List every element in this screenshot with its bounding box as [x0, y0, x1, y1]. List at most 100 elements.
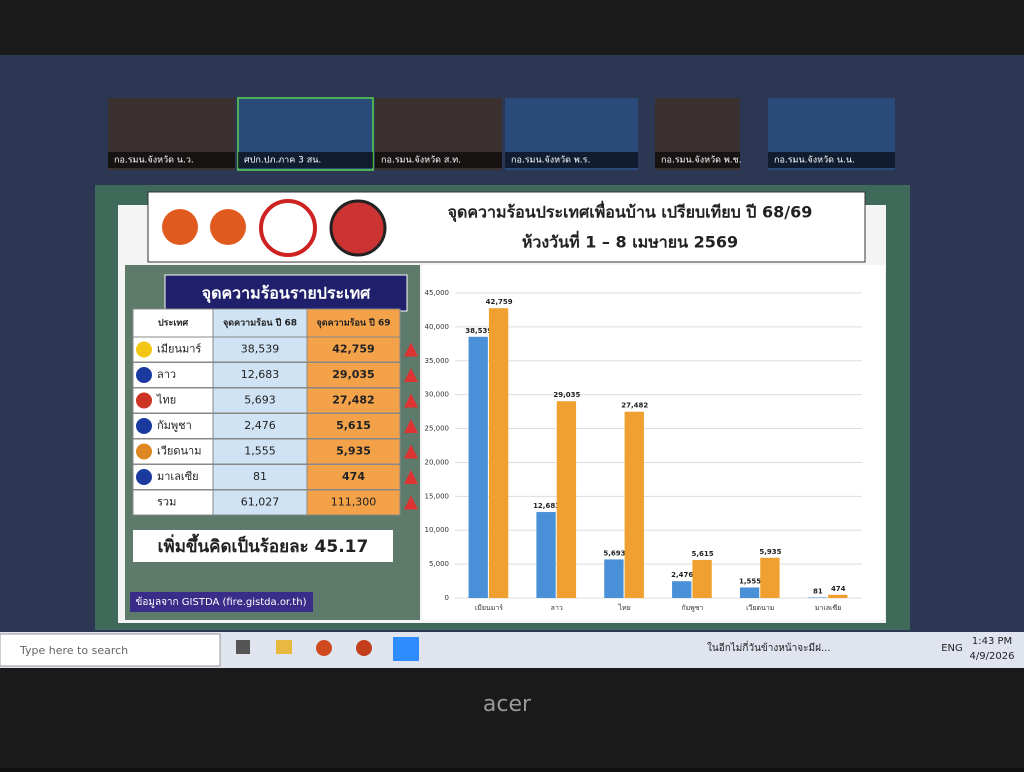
- increase-icon: [404, 444, 418, 459]
- language[interactable]: ENG: [941, 643, 963, 654]
- slide-title: จุดความร้อนประเทศเพื่อนบ้าน เปรียบเทียบ …: [448, 201, 813, 223]
- task-view[interactable]: [236, 640, 250, 654]
- table-text: 474: [342, 470, 365, 483]
- value-label: 27,482: [621, 402, 648, 410]
- table-text: กัมพูชา: [157, 419, 192, 432]
- flag: [136, 443, 152, 460]
- y-tick-label: 0: [445, 594, 449, 602]
- logo: [210, 209, 246, 245]
- tile-label: กอ.รมน.จังหวัด ส.ท.: [381, 156, 461, 166]
- clock-date[interactable]: 4/9/2026: [970, 651, 1015, 662]
- tile-label: กอ.รมน.จังหวัด พ.ร.: [511, 156, 590, 166]
- flag: [136, 341, 152, 358]
- y-tick-label: 20,000: [425, 458, 450, 466]
- value-label: 38,539: [465, 327, 492, 335]
- clock-time[interactable]: 1:43 PM: [972, 636, 1012, 647]
- panel-title-box: [164, 274, 408, 312]
- bar: [556, 401, 577, 598]
- y-tick-label: 35,000: [425, 357, 450, 365]
- tile-label-bg: [505, 152, 638, 168]
- increase-icon: [404, 368, 418, 382]
- value-label: 42,759: [486, 298, 513, 306]
- table-header: จุดความร้อน ปี 69: [316, 318, 390, 329]
- table-cell: [306, 413, 401, 439]
- bar: [672, 581, 692, 598]
- bar: [624, 411, 644, 598]
- x-tick-label: มาเลเซีย: [815, 604, 841, 612]
- table-cell: [212, 489, 308, 516]
- table-cell: [212, 387, 308, 414]
- value-label: 12,683: [533, 502, 560, 510]
- tile-label-bg: [108, 152, 235, 168]
- table-header-cell: [212, 308, 308, 338]
- value-label: 2,476: [671, 571, 693, 579]
- x-tick-label: เวียดนาม: [746, 604, 774, 612]
- bar: [760, 557, 780, 598]
- bar: [468, 336, 488, 598]
- powerpoint-icon[interactable]: [356, 640, 372, 656]
- table-text: 38,539: [241, 343, 280, 356]
- source-box: [130, 592, 313, 612]
- bar: [807, 597, 828, 598]
- source: ข้อมูลจาก GISTDA (fire.gistda.or.th): [136, 596, 307, 608]
- y-tick-label: 15,000: [425, 492, 450, 500]
- x-tick-label: ลาว: [551, 604, 563, 612]
- table-cell: [212, 413, 308, 439]
- weather[interactable]: ในอีกไม่กี่วันข้างหน้าจะมีฝ...: [707, 640, 831, 654]
- tile-label: ศปก.ปภ.ภาค 3 สน.: [244, 156, 321, 166]
- search-box[interactable]: [0, 633, 221, 667]
- y-tick-label: 10,000: [425, 526, 450, 534]
- table-cell: [306, 362, 401, 388]
- table-text: 42,759: [332, 343, 374, 356]
- increase-icon: [404, 470, 418, 484]
- bar: [488, 308, 509, 598]
- value-label: 5,935: [759, 548, 781, 556]
- table-cell: [306, 489, 401, 516]
- logo: [329, 199, 387, 257]
- tile-label: กอ.รมน.จังหวัด น.น.: [774, 156, 855, 166]
- tile-label: กอ.รมน.จังหวัด พ.ช.: [661, 156, 742, 166]
- bar: [828, 594, 848, 598]
- increase-icon: [404, 393, 418, 408]
- table-text: ลาว: [157, 368, 176, 381]
- table-text: 1,555: [244, 445, 276, 458]
- increase-icon: [404, 419, 418, 433]
- value-label: 5,693: [603, 549, 625, 557]
- panel-title: จุดความร้อนรายประเทศ: [202, 284, 371, 304]
- table-text: 61,027: [241, 496, 280, 509]
- table-header-cell: [306, 308, 401, 338]
- table-text: 81: [253, 470, 267, 483]
- value-label: 81: [813, 587, 823, 595]
- tile-label-bg: [768, 152, 895, 168]
- logo: [259, 199, 317, 257]
- logo: [162, 209, 198, 245]
- table-cell: [212, 336, 308, 363]
- flag: [136, 367, 152, 383]
- table-text: ไทย: [156, 394, 176, 407]
- table-text: เวียดนาม: [157, 445, 201, 458]
- table-text: 12,683: [241, 368, 280, 381]
- table-cell: [306, 464, 401, 490]
- brave-icon[interactable]: [316, 640, 332, 656]
- table-text: 27,482: [332, 394, 374, 407]
- table-text: 2,476: [244, 419, 276, 432]
- tile-label-bg: [238, 152, 373, 168]
- value-label: 1,555: [739, 577, 761, 585]
- table-header: ประเทศ: [158, 318, 188, 329]
- table-text: 29,035: [332, 368, 374, 381]
- y-tick-label: 25,000: [425, 425, 450, 433]
- explorer-icon[interactable]: [276, 640, 292, 654]
- bar: [604, 559, 624, 598]
- bar: [536, 512, 556, 598]
- table-text: 5,935: [336, 445, 371, 458]
- y-tick-label: 30,000: [425, 391, 450, 399]
- bar: [692, 559, 712, 598]
- zoom-icon[interactable]: [393, 637, 419, 661]
- summary-box: [133, 530, 393, 562]
- y-tick-label: 45,000: [425, 289, 450, 297]
- table-text: มาเลเซีย: [157, 470, 199, 483]
- value-label: 29,035: [553, 391, 580, 399]
- value-label: 474: [831, 585, 846, 593]
- slide-subtitle: ห้วงวันที่ 1 – 8 เมษายน 2569: [522, 231, 738, 252]
